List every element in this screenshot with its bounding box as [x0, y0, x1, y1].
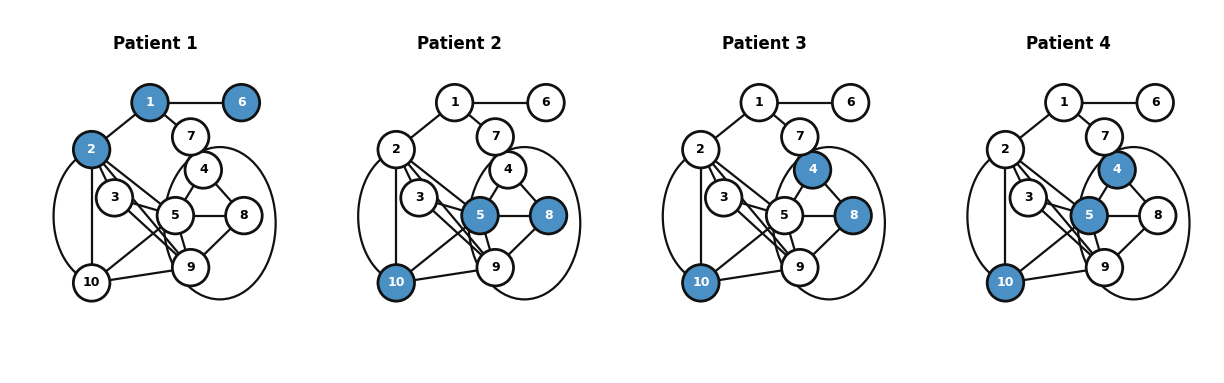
Text: 5: 5: [171, 209, 180, 222]
Text: 4: 4: [200, 164, 208, 177]
Text: 3: 3: [1024, 192, 1033, 205]
Text: 9: 9: [491, 261, 499, 274]
Text: 7: 7: [186, 131, 195, 143]
Text: 7: 7: [1100, 131, 1109, 143]
Circle shape: [1071, 197, 1108, 234]
Circle shape: [378, 265, 415, 301]
Text: 9: 9: [1100, 261, 1109, 274]
Circle shape: [782, 119, 818, 155]
Title: Patient 1: Patient 1: [113, 35, 197, 53]
Circle shape: [490, 152, 526, 188]
Text: 8: 8: [545, 209, 553, 222]
Circle shape: [436, 84, 472, 121]
Circle shape: [461, 197, 498, 234]
Text: 4: 4: [503, 164, 513, 177]
Title: Patient 2: Patient 2: [417, 35, 502, 53]
Text: 2: 2: [696, 143, 705, 156]
Circle shape: [794, 152, 831, 188]
Text: 8: 8: [1153, 209, 1162, 222]
Text: 6: 6: [542, 96, 551, 109]
Circle shape: [1140, 197, 1176, 234]
Circle shape: [1086, 249, 1122, 286]
Text: 7: 7: [491, 131, 499, 143]
Circle shape: [157, 197, 193, 234]
Text: 2: 2: [392, 143, 400, 156]
Text: 3: 3: [720, 192, 728, 205]
Circle shape: [683, 265, 720, 301]
Text: 10: 10: [692, 277, 710, 290]
Circle shape: [1086, 119, 1122, 155]
Text: 1: 1: [1060, 96, 1069, 109]
Circle shape: [683, 131, 720, 168]
Circle shape: [1137, 84, 1174, 121]
Circle shape: [73, 265, 110, 301]
Text: 9: 9: [186, 261, 195, 274]
Text: 8: 8: [240, 209, 248, 222]
Text: 8: 8: [848, 209, 858, 222]
Text: 7: 7: [796, 131, 804, 143]
Circle shape: [73, 131, 110, 168]
Circle shape: [705, 180, 742, 216]
Circle shape: [223, 84, 259, 121]
Circle shape: [782, 249, 818, 286]
Circle shape: [173, 119, 209, 155]
Circle shape: [1010, 180, 1047, 216]
Text: 5: 5: [1084, 209, 1093, 222]
Text: 4: 4: [808, 164, 816, 177]
Circle shape: [988, 265, 1023, 301]
Circle shape: [766, 197, 803, 234]
Text: 6: 6: [237, 96, 246, 109]
Text: 6: 6: [1151, 96, 1159, 109]
Title: Patient 3: Patient 3: [722, 35, 807, 53]
Text: 10: 10: [996, 277, 1015, 290]
Circle shape: [741, 84, 777, 121]
Text: 10: 10: [83, 277, 100, 290]
Circle shape: [1099, 152, 1136, 188]
Text: 10: 10: [388, 277, 405, 290]
Circle shape: [477, 119, 514, 155]
Text: 4: 4: [1113, 164, 1121, 177]
Text: 3: 3: [110, 192, 119, 205]
Circle shape: [185, 152, 222, 188]
Text: 5: 5: [780, 209, 789, 222]
Circle shape: [225, 197, 262, 234]
Text: 1: 1: [450, 96, 459, 109]
Circle shape: [477, 249, 514, 286]
Circle shape: [530, 197, 567, 234]
Circle shape: [835, 197, 871, 234]
Text: 2: 2: [87, 143, 95, 156]
Circle shape: [400, 180, 437, 216]
Circle shape: [832, 84, 869, 121]
Title: Patient 4: Patient 4: [1027, 35, 1111, 53]
Circle shape: [97, 180, 132, 216]
Text: 1: 1: [755, 96, 764, 109]
Text: 6: 6: [846, 96, 854, 109]
Text: 3: 3: [415, 192, 424, 205]
Circle shape: [988, 131, 1023, 168]
Circle shape: [378, 131, 415, 168]
Text: 5: 5: [476, 209, 485, 222]
Circle shape: [173, 249, 209, 286]
Text: 9: 9: [796, 261, 804, 274]
Text: 1: 1: [146, 96, 154, 109]
Circle shape: [132, 84, 168, 121]
Circle shape: [528, 84, 564, 121]
Circle shape: [1045, 84, 1082, 121]
Text: 2: 2: [1001, 143, 1010, 156]
